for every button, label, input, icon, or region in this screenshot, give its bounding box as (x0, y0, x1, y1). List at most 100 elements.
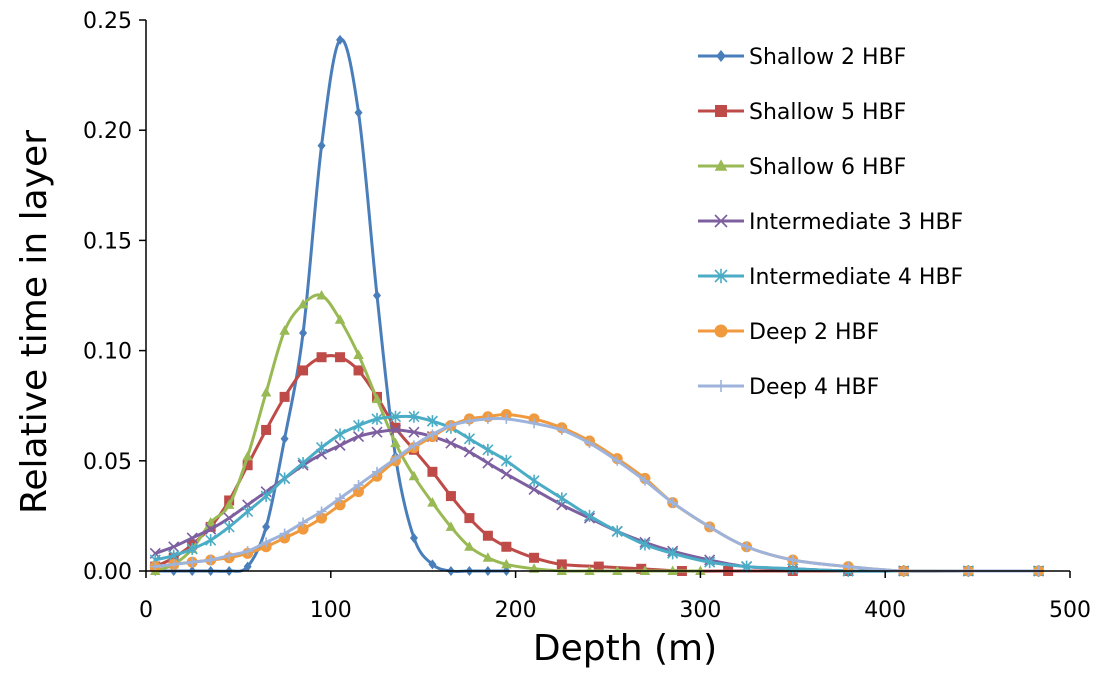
data-point (168, 559, 179, 570)
legend-item-shallow-5-hbf: Shallow 5 HBF (698, 100, 906, 125)
data-point (445, 420, 456, 431)
data-point (704, 556, 716, 569)
data-point (261, 424, 272, 435)
data-point (279, 472, 291, 485)
data-point (390, 437, 401, 448)
data-point (223, 499, 235, 509)
data-point (428, 559, 437, 570)
data-point (463, 432, 475, 445)
data-point (529, 418, 540, 429)
data-point (242, 450, 253, 461)
legend-item-intermediate-3-hbf: Intermediate 3 HBF (698, 210, 963, 235)
legend-label: Deep 4 HBF (749, 375, 879, 400)
data-point (593, 561, 604, 572)
x-tick-label: 300 (679, 598, 721, 623)
data-point (409, 532, 418, 543)
data-point (353, 480, 364, 491)
data-point (584, 438, 595, 449)
legend-item-deep-4-hbf: Deep 4 HBF (698, 375, 879, 400)
data-point (242, 505, 254, 518)
data-point (224, 550, 235, 561)
data-point (529, 552, 540, 563)
legend-marker (714, 159, 728, 171)
data-point (372, 466, 382, 477)
data-point (371, 393, 383, 404)
data-point (667, 497, 678, 508)
data-point (482, 443, 494, 456)
axes-layer: 0 100 200 300 400 500 0.00 0.05 0.10 0.15 0.20 0.2… (14, 9, 1091, 669)
series-line-intermediate-3-hbf (153, 428, 1041, 573)
data-point (501, 558, 512, 569)
legend-marker (714, 214, 728, 228)
data-point (223, 520, 235, 533)
series-deep-4-hbf (150, 413, 1044, 576)
data-point (316, 352, 327, 363)
data-point (463, 446, 475, 458)
data-point (261, 537, 272, 548)
data-point (371, 426, 383, 438)
legend-label: Shallow 2 HBF (749, 45, 906, 70)
legend-marker (715, 380, 727, 392)
data-point (334, 499, 346, 511)
legend-label: Shallow 6 HBF (749, 155, 906, 180)
data-point (639, 475, 650, 486)
data-point (500, 454, 512, 467)
data-point (501, 413, 512, 424)
y-tick-label: 0.00 (83, 560, 132, 585)
data-point (260, 386, 272, 397)
data-point (205, 521, 216, 532)
data-point (336, 34, 345, 45)
data-point (389, 410, 402, 423)
legend-label: Intermediate 3 HBF (749, 210, 963, 235)
data-point (556, 424, 567, 435)
data-point (353, 365, 364, 376)
y-tick-label: 0.25 (83, 9, 132, 34)
data-point (427, 429, 438, 440)
data-point (334, 428, 346, 441)
data-point (636, 563, 647, 574)
data-point (297, 298, 309, 309)
data-point (482, 552, 494, 562)
data-point (408, 426, 420, 438)
series-deep-2-hbf (149, 409, 1045, 577)
legend: Shallow 2 HBF Shallow 5 HBF Shallow 6 HBF I… (698, 45, 963, 400)
data-point (298, 365, 309, 376)
data-point (583, 509, 596, 522)
data-point (223, 512, 235, 524)
data-point (186, 542, 198, 555)
legend-label: Shallow 5 HBF (749, 100, 906, 125)
legend-marker (714, 268, 728, 284)
data-point (426, 415, 439, 428)
data-point (741, 541, 752, 552)
series-layer (149, 34, 1045, 577)
data-point (334, 314, 346, 324)
y-tick-label: 0.20 (83, 119, 132, 144)
y-tick-label: 0.15 (83, 229, 132, 254)
data-point (353, 486, 365, 498)
data-point (371, 412, 383, 425)
data-point (297, 523, 309, 535)
data-point (787, 554, 798, 565)
data-point (280, 433, 289, 444)
data-point (408, 470, 420, 481)
legend-marker (716, 50, 726, 62)
data-point (528, 474, 540, 487)
data-point (242, 546, 253, 557)
data-point (316, 290, 327, 300)
data-point (316, 506, 327, 517)
data-point (205, 554, 216, 565)
data-point (408, 410, 420, 423)
legend-marker (715, 105, 727, 117)
data-point (262, 521, 271, 532)
y-axis-ticks: 0.00 0.05 0.10 0.15 0.20 0.25 (83, 9, 146, 585)
data-point (612, 455, 623, 466)
data-point (279, 391, 290, 402)
data-point (205, 534, 217, 547)
data-point (556, 492, 568, 505)
legend-item-deep-2-hbf: Deep 2 HBF (698, 320, 879, 345)
data-point (373, 290, 381, 301)
data-point (279, 325, 290, 335)
data-point (352, 430, 365, 443)
